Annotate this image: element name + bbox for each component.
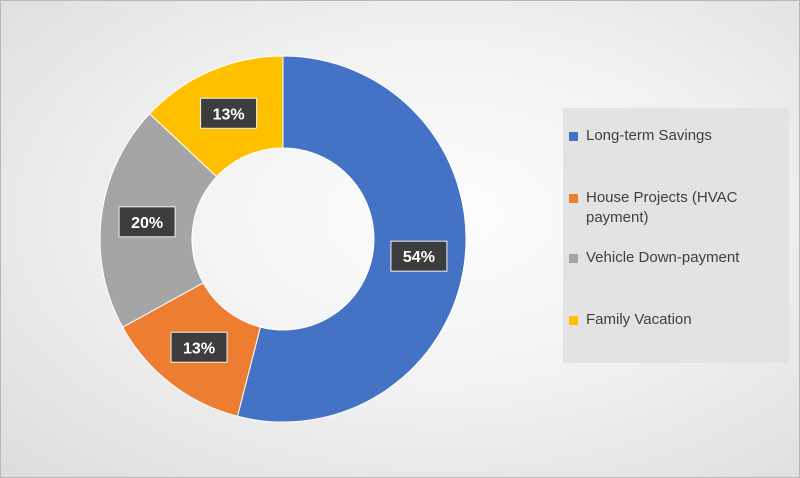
legend-item-long-term-savings: Long-term Savings	[569, 126, 776, 146]
legend-label: Long-term Savings	[586, 127, 712, 144]
data-label-text: 13%	[213, 106, 245, 123]
data-label-family-vacation: 13%	[200, 97, 258, 129]
data-label-text: 13%	[183, 340, 215, 357]
data-label-text: 54%	[403, 249, 435, 266]
data-label-box	[118, 206, 176, 238]
legend-item-house-projects: House Projects (HVAC payment)	[569, 188, 776, 228]
data-label-box	[390, 240, 448, 272]
data-label-text: 20%	[131, 215, 163, 232]
legend-swatch	[569, 194, 578, 203]
legend: Long-term Savings House Projects (HVAC p…	[563, 108, 789, 363]
data-label-long-term-savings: 54%	[390, 240, 448, 272]
data-label-house-projects: 13%	[170, 331, 228, 363]
legend-label: Family Vacation	[586, 311, 692, 328]
legend-label: House Projects (HVAC payment)	[586, 189, 738, 226]
legend-swatch	[569, 316, 578, 325]
legend-item-family-vacation: Family Vacation	[569, 310, 776, 330]
legend-swatch	[569, 254, 578, 263]
data-label-box	[200, 97, 258, 129]
legend-label: Vehicle Down-payment	[586, 249, 740, 266]
slice-long-term-savings	[236, 55, 467, 423]
legend-item-vehicle-down-payment: Vehicle Down-payment	[569, 248, 776, 268]
data-label-vehicle-down-payment: 20%	[118, 206, 176, 238]
data-label-box	[170, 331, 228, 363]
legend-swatch	[569, 132, 578, 141]
